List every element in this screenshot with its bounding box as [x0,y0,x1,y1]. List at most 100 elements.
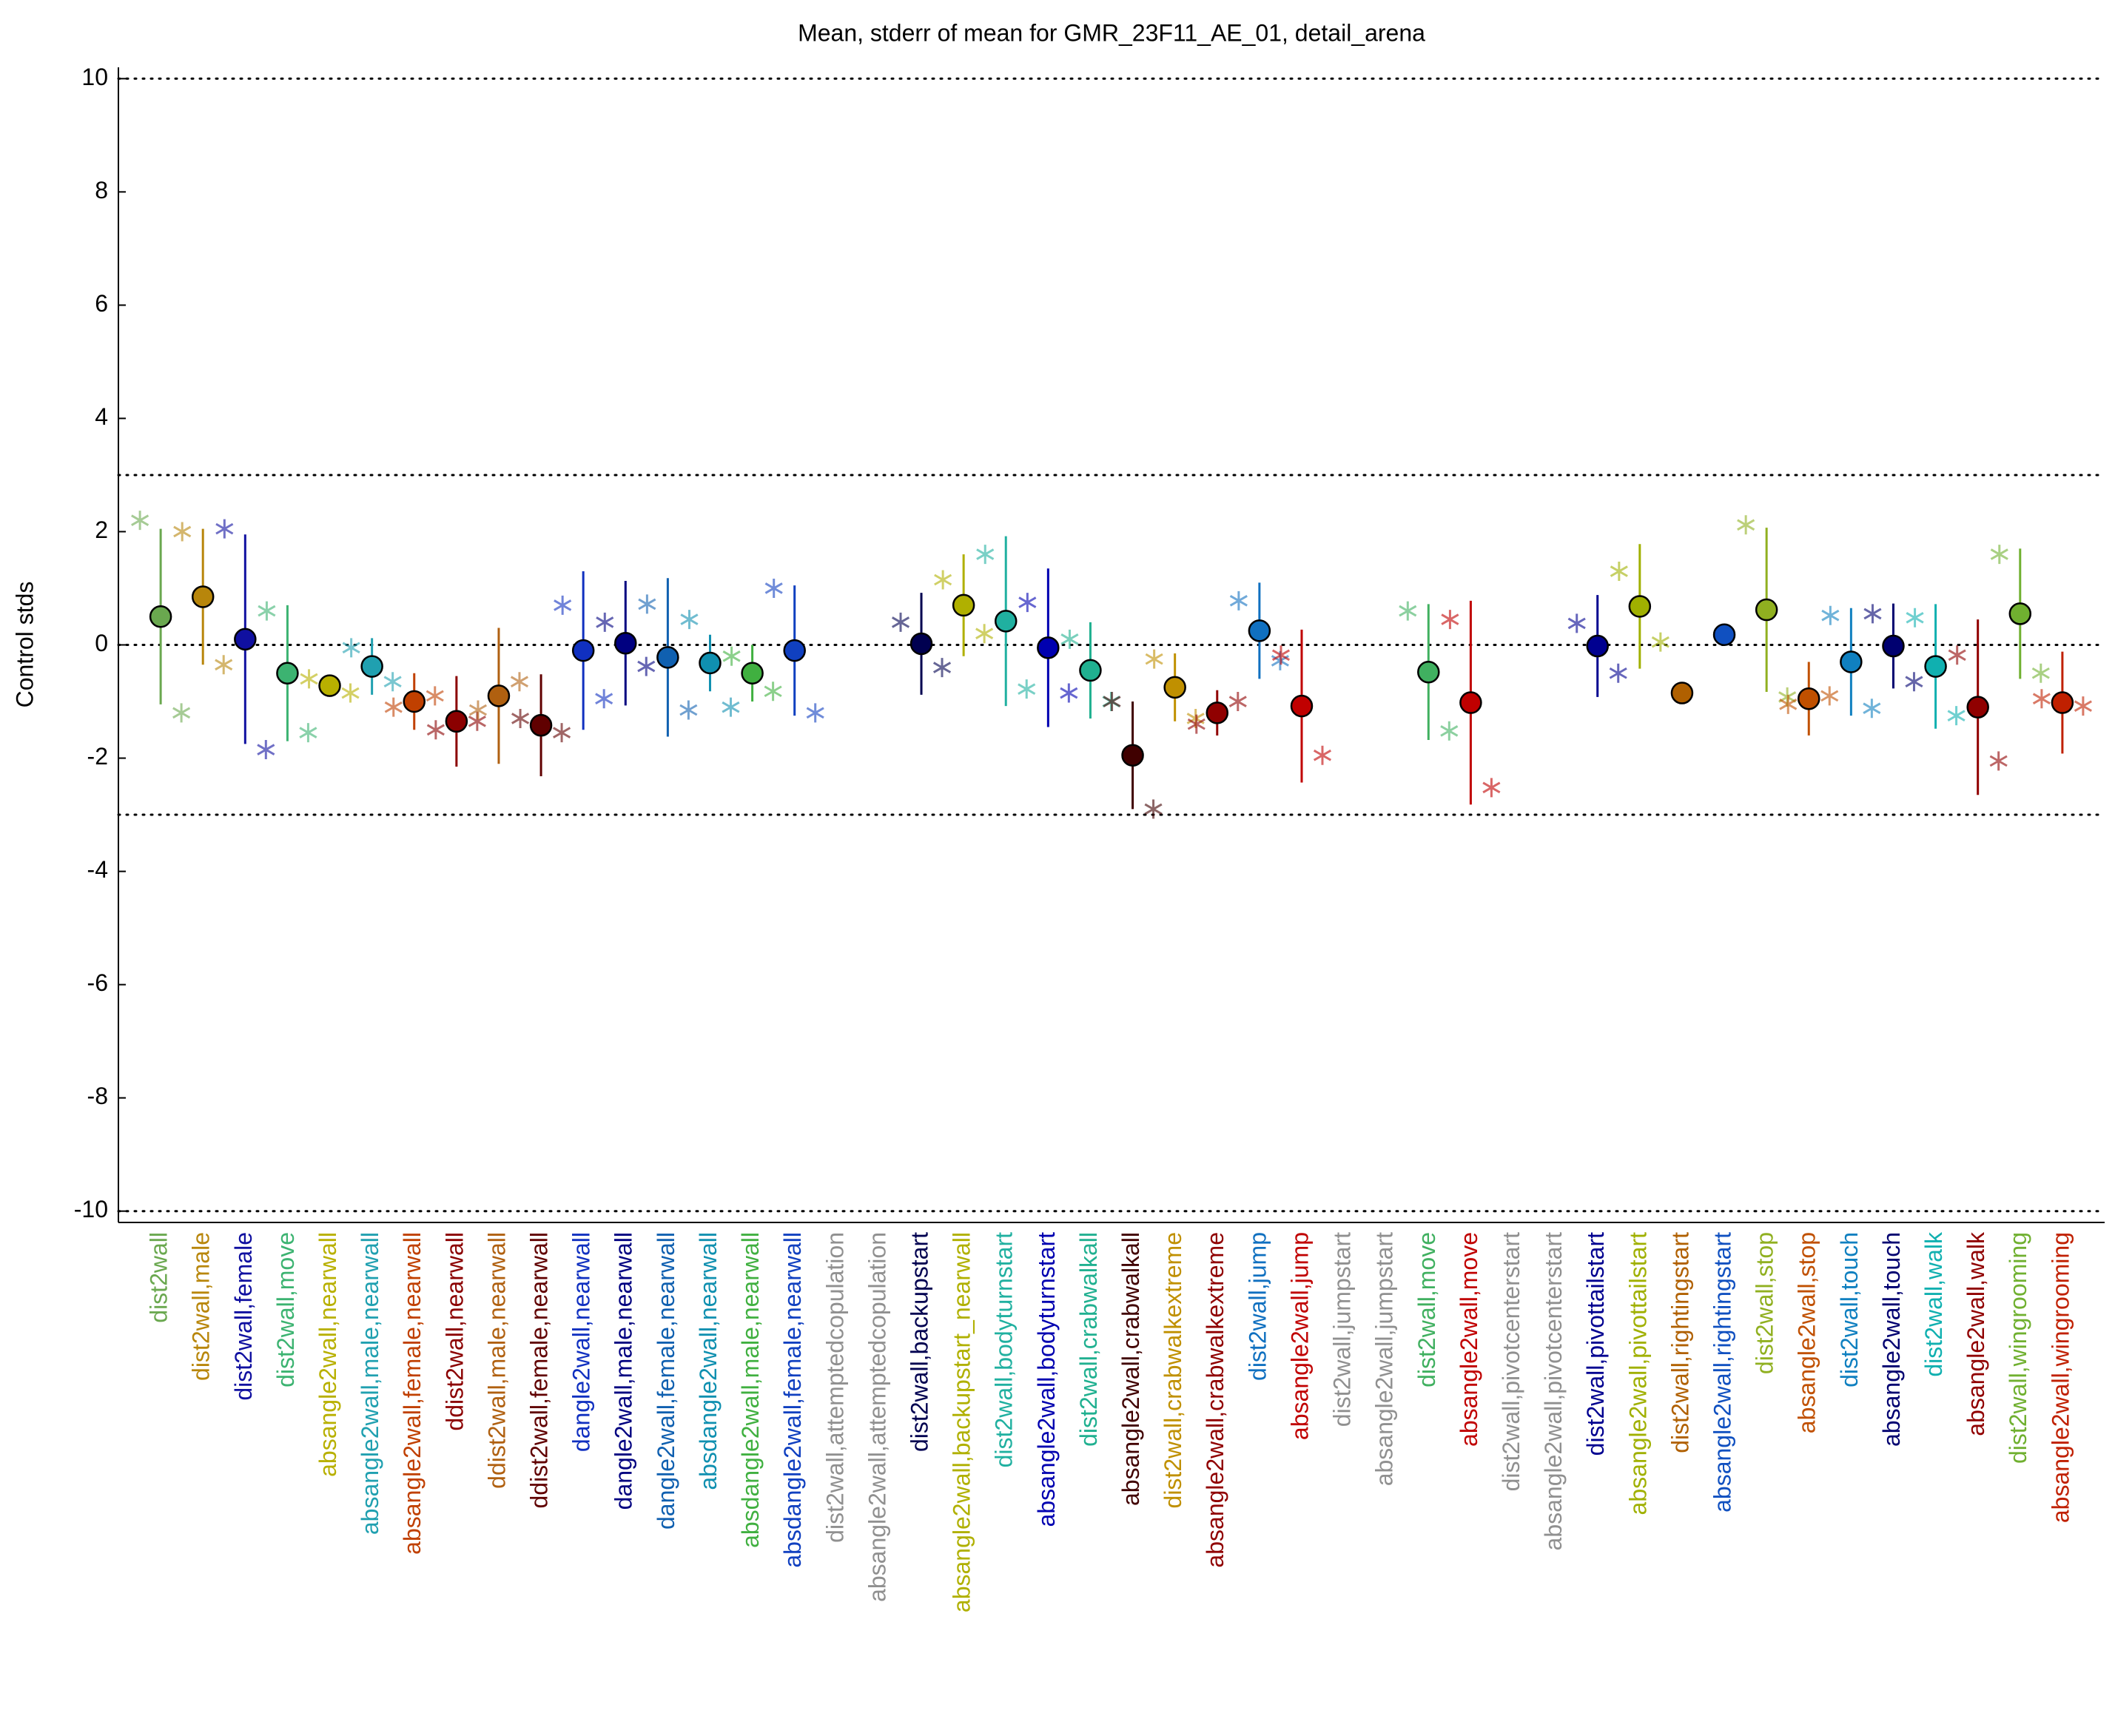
mean-marker [1248,619,1271,642]
male-marker [2032,689,2051,709]
mean-marker [276,662,299,685]
x-tick-label: absangle2wall,jump [1286,1232,1313,1440]
female-marker [806,703,824,723]
mean-marker [994,610,1018,633]
mean-marker [1459,691,1482,714]
male-marker [1779,694,1798,714]
male-marker [1441,610,1459,630]
mean-marker [1586,634,1609,658]
x-tick-label: absangle2wall,touch [1878,1232,1905,1447]
female-marker [1482,778,1501,798]
female-marker [1440,721,1459,741]
x-tick-label: absdangle2wall,nearwall [695,1232,722,1490]
female-marker [1609,663,1627,683]
mean-marker [1290,694,1314,718]
x-tick-label: absangle2wall,move [1456,1232,1482,1447]
female-marker [764,682,782,702]
mean-marker [2051,691,2074,714]
x-tick-label: ddist2wall,nearwall [441,1232,468,1431]
mean-marker [1755,598,1778,622]
y-axis-label: Control stds [11,582,38,708]
female-marker [1863,699,1881,719]
x-tick-label: dist2wall,walk [1920,1231,1947,1377]
x-tick-label: absangle2wall,crabwalkextreme [1202,1232,1228,1568]
female-marker [1018,679,1036,699]
male-marker [638,594,656,614]
female-marker [1820,686,1839,706]
female-marker [975,624,994,644]
x-tick-label: absangle2wall,male,nearwall [357,1232,383,1535]
y-tick-label: -4 [87,856,108,883]
male-marker [722,646,741,666]
x-tick-label: dist2wall,jumpstart [1329,1232,1356,1427]
x-tick-label: absangle2wall,rightingstart [1709,1232,1735,1513]
male-marker [934,570,952,590]
female-marker [257,740,275,760]
male-marker [891,612,910,632]
x-tick-label: dist2wall,crabwalkall [1075,1232,1102,1447]
female-marker [1313,745,1332,765]
female-marker [553,723,571,743]
mean-marker [1966,696,1989,719]
x-tick-label: dist2wall,wingrooming [2005,1232,2031,1464]
x-tick-label: dist2wall,pivottailstart [1582,1232,1609,1456]
x-tick-label: dist2wall,crabwalkextreme [1160,1232,1186,1508]
mean-marker [487,684,511,707]
y-tick-label: 4 [95,403,108,430]
y-tick-label: 0 [95,630,108,656]
x-tick-label: absangle2wall,wingrooming [2047,1232,2074,1523]
female-marker [1947,706,1966,726]
female-marker [679,700,698,720]
x-tick-label: absangle2wall,female,nearwall [399,1232,426,1555]
male-marker [1271,645,1291,665]
male-marker [596,612,614,632]
female-marker [172,703,191,723]
male-marker [511,708,530,728]
y-tick-label: 8 [95,177,108,203]
mean-marker [2008,602,2032,625]
female-marker [1144,799,1163,819]
y-tick-label: 6 [95,290,108,317]
male-marker [1060,629,1079,649]
mean-marker [909,632,933,656]
male-marker [468,700,488,720]
female-marker [595,689,613,709]
mean-marker [403,690,426,713]
male-marker [1948,645,1966,665]
male-marker [215,519,234,539]
mean-marker [360,655,383,678]
y-tick-label: -6 [87,969,108,996]
female-marker [2031,663,2050,683]
x-tick-label: ddist2wall,male,nearwall [483,1232,510,1489]
mean-marker [529,713,553,737]
x-tick-label: ddist2wall,female,nearwall [526,1232,553,1509]
female-marker [1651,632,1670,652]
x-tick-label: dist2wall,female [230,1232,257,1401]
male-marker [1610,562,1628,582]
x-tick-label: absangle2wall,walk [1963,1231,1989,1436]
male-marker [1103,692,1121,712]
x-tick-label: dangle2wall,male,nearwall [611,1232,637,1510]
male-marker [1018,593,1037,613]
y-tick-label: 2 [95,517,108,543]
x-tick-label: dist2wall,male [188,1232,215,1381]
x-tick-label: absangle2wall,attemptedcopulation [864,1232,890,1602]
male-marker [1906,608,1924,628]
female-marker [722,697,740,717]
male-marker [1821,605,1840,625]
x-tick-label: dist2wall,jump [1244,1232,1271,1381]
x-tick-label: dist2wall,backupstart [906,1232,932,1452]
male-marker [300,669,318,689]
mean-marker [1417,660,1440,684]
mean-marker [149,605,172,628]
x-tick-label: dist2wall,pivotcenterstart [1498,1232,1524,1491]
x-tick-label: absangle2wall,pivottailstart [1624,1232,1651,1515]
x-tick-label: absangle2wall,pivotcenterstart [1540,1232,1567,1551]
mean-marker [1882,634,1905,658]
mean-marker [1798,687,1820,710]
mean-marker [1670,682,1694,704]
mean-marker [1712,623,1736,646]
male-marker [342,638,360,658]
